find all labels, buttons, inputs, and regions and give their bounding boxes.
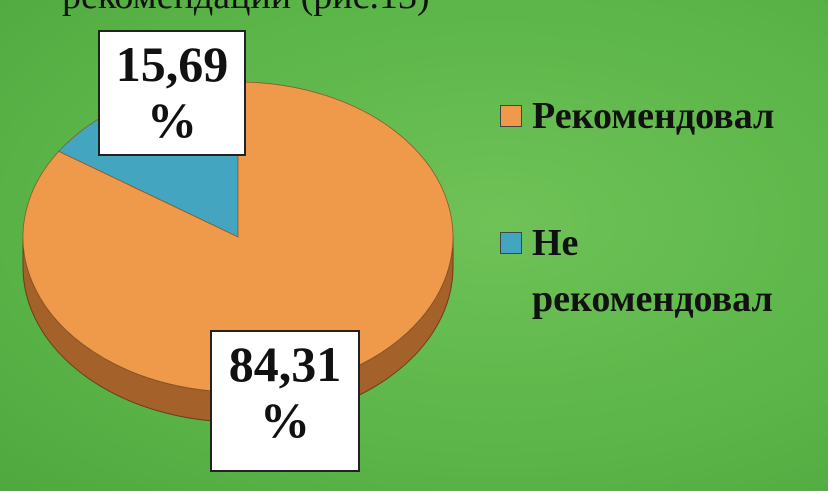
- legend-label: Рекомендовал: [532, 95, 775, 137]
- data-label: 15,69 %: [98, 30, 246, 156]
- chart-title: рекомендации (рис.13): [62, 0, 430, 18]
- legend-swatch: [500, 232, 522, 254]
- data-label: 84,31 %: [210, 330, 360, 472]
- legend-label: Не рекомендовал: [532, 222, 773, 320]
- legend-swatch: [500, 105, 522, 127]
